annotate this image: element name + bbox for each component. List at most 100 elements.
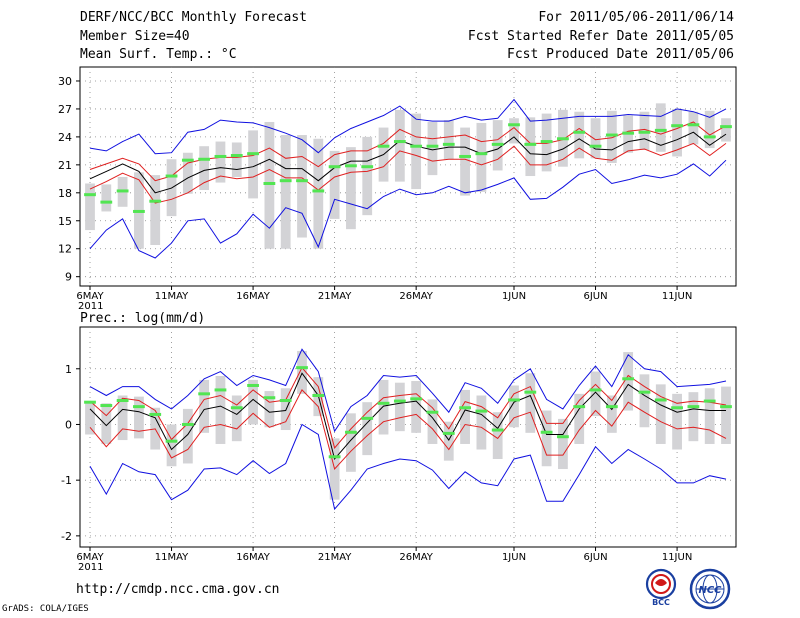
produced-date-label: Fcst Produced Date 2011/05/06: [507, 47, 734, 62]
median-marker: [654, 128, 667, 132]
median-marker: [84, 400, 96, 404]
ensemble-box: [574, 111, 585, 159]
precip-panel-title: Prec.: log(mm/d): [80, 311, 205, 326]
y-tick-label: 21: [58, 159, 72, 172]
median-marker: [540, 430, 553, 434]
ensemble-box: [117, 395, 128, 441]
ensemble-box: [85, 183, 95, 231]
y-tick-label: -1: [61, 474, 72, 487]
median-marker: [654, 398, 667, 402]
median-marker: [475, 409, 488, 413]
median-marker: [312, 189, 325, 193]
median-marker: [198, 157, 211, 161]
median-marker: [671, 406, 683, 410]
median-marker: [410, 397, 423, 401]
ensemble-box: [443, 120, 454, 160]
median-marker: [181, 422, 194, 426]
ncc-logo-icon: NCC: [689, 568, 731, 610]
median-marker: [442, 431, 455, 435]
ensemble-box: [248, 130, 258, 199]
median-marker: [475, 152, 488, 156]
median-marker: [524, 390, 537, 394]
ensemble-mean-line: [89, 372, 726, 461]
median-marker: [312, 394, 325, 398]
plot-frame: [79, 326, 737, 548]
source-url[interactable]: http://cmdp.ncc.cma.gov.cn: [76, 582, 280, 597]
median-marker: [133, 405, 145, 409]
ensemble-box: [231, 142, 242, 177]
ensemble-box: [672, 108, 682, 157]
median-marker: [459, 406, 471, 410]
x-tick-label: 11MAY: [155, 552, 189, 563]
median-marker: [557, 435, 569, 439]
ensemble-box: [721, 118, 731, 142]
x-tick-label: 1JUN: [502, 291, 526, 302]
median-marker: [622, 377, 635, 381]
median-marker: [279, 399, 292, 403]
y-tick-label: 0: [65, 418, 72, 431]
bcc-logo-label: BCC: [652, 598, 670, 607]
median-marker: [459, 154, 471, 158]
min-line: [89, 159, 727, 259]
ensemble-box: [476, 395, 487, 450]
median-marker: [638, 390, 651, 394]
min-line: [89, 423, 727, 511]
ensemble-box: [590, 118, 601, 159]
median-marker: [247, 383, 259, 387]
ensemble-box: [166, 424, 177, 467]
ensemble-box: [492, 412, 503, 459]
median-marker: [393, 399, 406, 403]
ensemble-box: [525, 117, 536, 177]
median-marker: [263, 181, 276, 185]
ensemble-box: [313, 138, 324, 249]
x-year-label: 2011: [78, 562, 103, 573]
median-marker: [149, 412, 162, 416]
ensemble-box: [134, 396, 144, 439]
ensemble-box: [199, 379, 210, 433]
ensemble-box: [606, 395, 617, 433]
ensemble-box: [329, 150, 340, 219]
median-marker: [149, 199, 162, 203]
median-marker: [116, 399, 129, 403]
x-tick-label: 21MAY: [318, 291, 352, 302]
x-tick-label: 21MAY: [318, 552, 352, 563]
median-marker: [622, 131, 635, 135]
member-size-label: Member Size=40: [80, 29, 190, 44]
ensemble-box: [215, 376, 226, 444]
ensemble-box: [248, 379, 258, 425]
ensemble-box: [574, 393, 585, 444]
y-tick-label: 1: [65, 363, 72, 376]
median-marker: [491, 428, 504, 432]
grads-credit: GrADS: COLA/IGES: [2, 604, 89, 614]
ensemble-box: [639, 374, 650, 428]
median-marker: [328, 455, 341, 459]
ensemble-box: [525, 373, 536, 433]
mean-plus-sd-line: [89, 366, 727, 449]
median-marker: [198, 392, 211, 396]
median-marker: [605, 405, 618, 409]
ensemble-box: [101, 184, 112, 212]
ensemble-box: [688, 111, 699, 145]
median-marker: [165, 439, 178, 443]
mean-minus-sd-line: [89, 389, 727, 471]
median-marker: [638, 130, 651, 134]
median-marker: [247, 152, 259, 156]
ensemble-box: [460, 127, 470, 196]
ensemble-box: [362, 402, 373, 456]
ensemble-box: [704, 388, 715, 444]
median-marker: [426, 410, 439, 414]
median-marker: [442, 142, 455, 146]
median-marker: [410, 144, 423, 148]
median-marker: [296, 179, 308, 183]
variable-label: Mean Surf. Temp.: °C: [80, 47, 237, 62]
median-marker: [377, 144, 390, 148]
x-tick-label: 6JUN: [583, 552, 607, 563]
ensemble-box: [509, 385, 519, 428]
x-tick-label: 11JUN: [662, 291, 692, 302]
median-marker: [540, 140, 553, 144]
median-marker: [508, 123, 520, 127]
median-marker: [345, 164, 357, 168]
ensemble-box: [672, 393, 682, 450]
x-tick-label: 6MAY: [76, 552, 104, 563]
ensemble-box: [688, 392, 699, 442]
